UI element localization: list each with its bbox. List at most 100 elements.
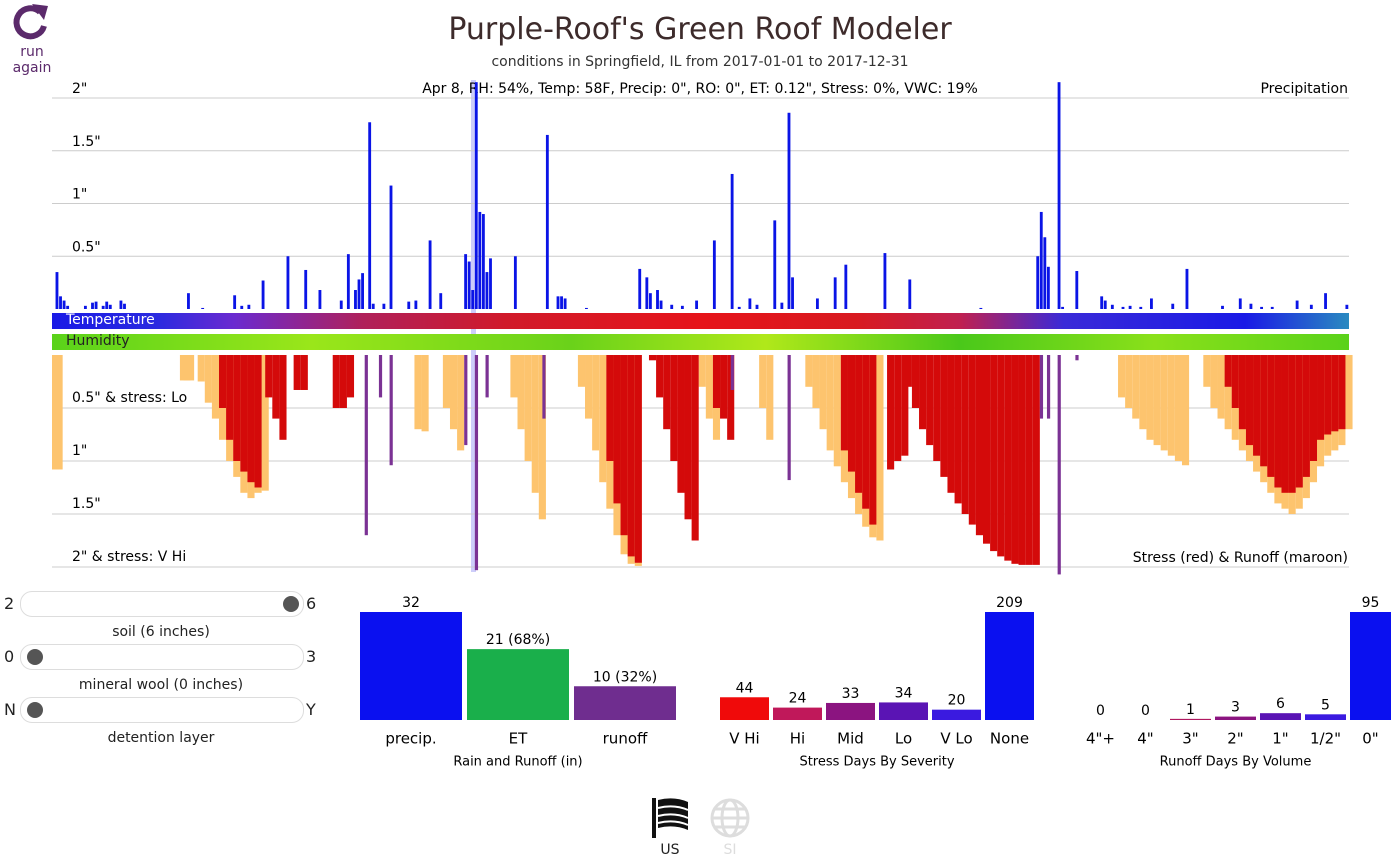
precip-bar: [560, 296, 563, 309]
precip-bar: [737, 306, 741, 309]
precip-bar: [357, 279, 361, 309]
stress_lo-bar: [1153, 355, 1161, 446]
precip-bar: [883, 253, 887, 309]
precip-bar: [1046, 266, 1050, 309]
us-button[interactable]: US: [650, 796, 690, 858]
stress_lo-bar: [517, 355, 525, 430]
stress_hi-bar: [869, 355, 877, 525]
summary-bar: [1170, 718, 1211, 720]
humidity-strip: Humidity: [52, 333, 1349, 350]
precip-bar: [1036, 256, 1040, 309]
precip-bar: [187, 293, 190, 309]
category-label: 0": [1362, 730, 1378, 748]
stress_hi-bar: [954, 355, 962, 504]
precip-bar: [407, 301, 411, 309]
slider-min: 2: [4, 594, 15, 613]
precip-bar: [1324, 293, 1327, 309]
stress_hi-bar: [240, 355, 248, 472]
y-tick-label: 2": [72, 81, 87, 97]
summary-bar: [826, 702, 875, 720]
stress_lo-bar: [1125, 355, 1133, 408]
value-label: 6: [1276, 696, 1285, 712]
stress_hi-bar: [894, 355, 902, 461]
stress_hi-bar: [1309, 355, 1318, 461]
stress_lo-bar: [1118, 355, 1126, 398]
stress_hi-bar: [613, 355, 621, 504]
stress_hi-bar: [1324, 355, 1332, 435]
stress_hi-bar: [887, 355, 895, 470]
category-label: None: [990, 730, 1029, 748]
precip-bar: [1345, 304, 1349, 309]
summary-bar: [467, 649, 569, 720]
run-again-label: run again: [12, 44, 52, 76]
value-label: 5: [1321, 697, 1330, 713]
stress_hi-bar: [272, 355, 280, 419]
y-tick-label: 1": [72, 443, 87, 459]
slider-label: mineral wool (0 inches): [78, 677, 244, 693]
precip-bar: [123, 303, 126, 309]
stress_hi-bar: [1004, 355, 1012, 561]
stress_lo-bar: [812, 355, 820, 408]
precip-bar: [382, 303, 386, 309]
stress_hi-bar: [300, 355, 308, 390]
precip-bar: [979, 307, 983, 309]
run-again-button[interactable]: run again: [0, 2, 64, 76]
stress_lo-bar: [538, 355, 546, 520]
slider-knob[interactable]: [283, 596, 299, 612]
precip-bar: [659, 300, 663, 309]
humidity-label: Humidity: [66, 333, 130, 349]
precip-bar: [474, 82, 478, 309]
stress_lo-bar: [805, 355, 813, 387]
precip-bar: [247, 304, 251, 309]
precip-bar: [368, 122, 372, 309]
slider-knob[interactable]: [27, 702, 43, 718]
precip-bar: [748, 298, 752, 309]
stress_hi-bar: [947, 355, 955, 493]
precip-bar: [1249, 303, 1253, 309]
precip-bar: [55, 272, 59, 309]
stress_lo-bar: [833, 355, 841, 467]
stress_hi-bar: [862, 355, 870, 509]
slider-knob[interactable]: [27, 649, 43, 665]
value-label: 33: [842, 686, 860, 702]
value-label: 0: [1141, 703, 1150, 719]
value-label: 209: [996, 595, 1023, 611]
precip-bar: [83, 305, 87, 309]
precip-bar: [1260, 306, 1264, 309]
y-tick-label: 0.5" & stress: Lo: [72, 390, 187, 406]
precip-bar: [108, 304, 112, 309]
category-label: Lo: [895, 730, 912, 748]
precip-bar: [730, 173, 734, 309]
precip-bar: [240, 305, 244, 309]
precip-bar: [489, 258, 492, 309]
stress_hi-bar: [901, 355, 909, 456]
stress_hi-bar: [1317, 355, 1325, 440]
category-label: 4": [1137, 730, 1153, 748]
precip-bar: [1039, 211, 1043, 309]
daily-chart: Apr 8, RH: 54%, Temp: 58F, Precip: 0", R…: [52, 80, 1353, 575]
si-button[interactable]: SI: [710, 796, 750, 858]
stress_hi-bar: [1231, 355, 1239, 408]
runoff-bar: [474, 355, 479, 571]
stress_lo-bar: [421, 355, 429, 432]
stress_lo-bar: [457, 355, 465, 451]
stress_hi-bar: [663, 355, 671, 430]
slider-track[interactable]: [20, 697, 304, 723]
stress_lo-bar: [1224, 355, 1232, 430]
stress_hi-bar: [940, 355, 948, 477]
summary-bar: [360, 612, 462, 720]
summary-bar: [1260, 713, 1301, 720]
stress_lo-bar: [211, 355, 220, 419]
slider-track[interactable]: [20, 644, 304, 670]
value-label: 44: [736, 680, 754, 696]
stress_hi-bar: [634, 355, 642, 563]
summary-title: Rain and Runoff (in): [453, 755, 582, 770]
value-label: 34: [895, 685, 913, 701]
slider-min: N: [4, 700, 16, 719]
precip-bar: [261, 280, 265, 309]
stress_lo-bar: [577, 355, 586, 387]
slider-track[interactable]: [20, 591, 304, 617]
stress_hi-bar: [254, 355, 262, 488]
stress_lo-bar: [705, 355, 713, 419]
